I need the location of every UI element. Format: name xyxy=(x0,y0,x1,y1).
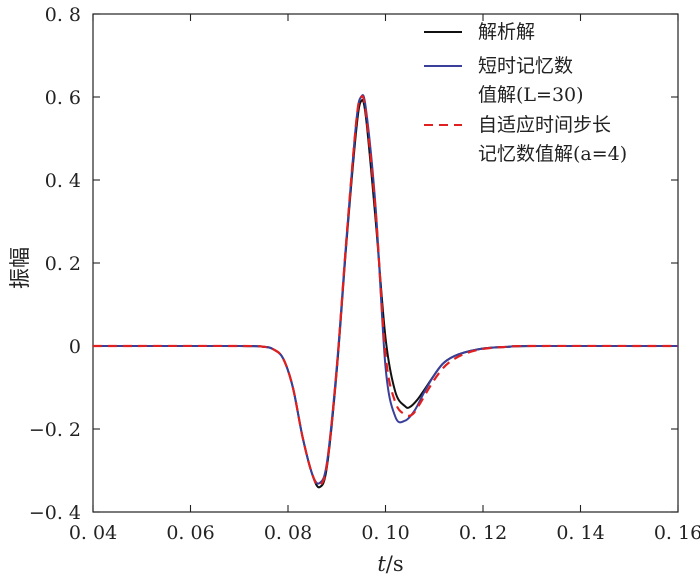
x-tick-label: 0. 16 xyxy=(654,522,700,544)
plot-area xyxy=(92,13,679,513)
legend-short-memory-label: 值解(L=30) xyxy=(478,84,584,106)
x-tick-label: 0. 06 xyxy=(166,522,214,544)
x-tick-label: 0. 12 xyxy=(459,522,507,544)
legend-short-memory-label: 短时记忆数 xyxy=(478,55,573,77)
y-tick-label: 0. 6 xyxy=(45,87,81,109)
y-tick-label: 0 xyxy=(69,336,81,358)
y-tick-label: 0. 4 xyxy=(45,170,81,192)
y-tick-label: 0. 8 xyxy=(45,4,81,26)
x-tick-label: 0. 04 xyxy=(69,522,117,544)
x-axis-label-unit: /s xyxy=(386,552,404,576)
x-tick-label: 0. 10 xyxy=(361,522,409,544)
y-axis-label: 振幅 xyxy=(8,247,32,289)
short-memory-solution-line xyxy=(92,94,679,485)
plot-frame xyxy=(92,13,679,513)
axis-ticks: 0. 04 0. 06 0. 08 0. 10 0. 12 0. 14 0. 16 −0. 4… xyxy=(29,4,700,544)
y-tick-label: 0. 2 xyxy=(45,253,81,275)
x-axis-label: t/s xyxy=(377,552,403,576)
legend-analytic-label: 解析解 xyxy=(478,21,535,43)
series-group xyxy=(92,94,679,489)
legend-adaptive-label: 记忆数值解(a=4) xyxy=(478,143,627,165)
x-tick-label: 0. 14 xyxy=(556,522,604,544)
axis-labels: t/s 振幅 xyxy=(8,247,404,576)
y-tick-label: −0. 2 xyxy=(29,419,81,441)
x-axis-label-var: t xyxy=(377,552,386,576)
y-tick-label: −0. 4 xyxy=(29,502,81,524)
x-tick-label: 0. 08 xyxy=(264,522,312,544)
adaptive-memory-solution-line xyxy=(92,95,679,487)
legend-adaptive-label: 自适应时间步长 xyxy=(478,114,611,136)
